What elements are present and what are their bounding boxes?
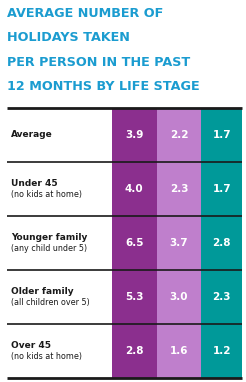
Text: 2.2: 2.2 (170, 130, 188, 140)
Text: 2.3: 2.3 (213, 292, 231, 302)
Text: 6.5: 6.5 (125, 238, 143, 248)
Text: 3.9: 3.9 (125, 130, 143, 140)
Text: 1.2: 1.2 (213, 346, 231, 356)
Text: 3.0: 3.0 (170, 292, 188, 302)
Bar (156, 270, 201, 324)
Bar (112, 216, 156, 270)
Text: 12 MONTHS BY LIFE STAGE: 12 MONTHS BY LIFE STAGE (7, 80, 200, 93)
Bar (112, 108, 156, 162)
Text: 2.8: 2.8 (213, 238, 231, 248)
Text: Over 45: Over 45 (11, 341, 51, 350)
Bar (112, 162, 156, 216)
Bar (156, 162, 201, 216)
Bar (201, 108, 242, 162)
Text: 1.7: 1.7 (213, 130, 231, 140)
Bar (201, 324, 242, 378)
Text: (any child under 5): (any child under 5) (11, 244, 87, 253)
Text: 3.7: 3.7 (169, 238, 188, 248)
Bar (156, 324, 201, 378)
Text: HOLIDAYS TAKEN: HOLIDAYS TAKEN (7, 31, 130, 44)
Text: Younger family: Younger family (11, 233, 87, 242)
Text: 2.8: 2.8 (125, 346, 143, 356)
Text: Average: Average (11, 131, 53, 139)
Text: Older family: Older family (11, 287, 74, 296)
Bar (201, 162, 242, 216)
Bar (201, 270, 242, 324)
Text: (all children over 5): (all children over 5) (11, 298, 90, 307)
Text: AVERAGE NUMBER OF: AVERAGE NUMBER OF (7, 7, 164, 20)
Text: 1.7: 1.7 (213, 184, 231, 194)
Bar (156, 216, 201, 270)
Bar (112, 324, 156, 378)
Bar (201, 216, 242, 270)
Text: 1.6: 1.6 (170, 346, 188, 356)
Text: (no kids at home): (no kids at home) (11, 190, 82, 199)
Text: Under 45: Under 45 (11, 179, 58, 188)
Bar (112, 270, 156, 324)
Bar (156, 108, 201, 162)
Text: (no kids at home): (no kids at home) (11, 352, 82, 361)
Text: PER PERSON IN THE PAST: PER PERSON IN THE PAST (7, 56, 191, 69)
Text: 5.3: 5.3 (125, 292, 143, 302)
Text: 4.0: 4.0 (125, 184, 144, 194)
Text: 2.3: 2.3 (170, 184, 188, 194)
